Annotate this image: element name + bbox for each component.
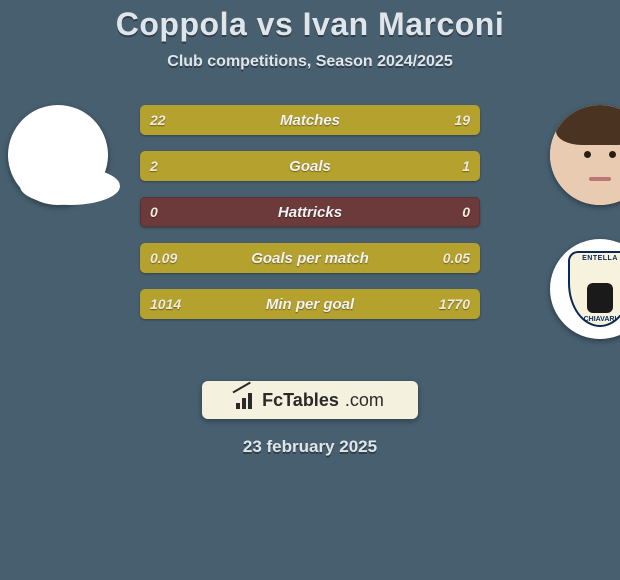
stat-value-p2: 1 xyxy=(462,151,470,181)
date-line: 23 february 2025 xyxy=(0,437,620,457)
badge-bottom-text: CHIAVARI xyxy=(550,316,620,323)
stat-label: Goals xyxy=(140,151,480,181)
subtitle: Club competitions, Season 2024/2025 xyxy=(0,53,620,71)
stat-row: Goals2 1 xyxy=(140,151,480,181)
stat-row: Hattricks0 0 xyxy=(140,197,480,227)
stat-value-p2: 0 xyxy=(462,197,470,227)
stat-value-p2: 1770 xyxy=(439,289,470,319)
stat-row: Goals per match0.09 0.05 xyxy=(140,243,480,273)
stat-label: Min per goal xyxy=(140,289,480,319)
stat-value-p1: 0 xyxy=(150,197,158,227)
badge-top-text: ENTELLA xyxy=(550,255,620,262)
stat-row: Min per goal1014 1770 xyxy=(140,289,480,319)
player1-club-badge xyxy=(20,157,120,217)
player1-club-placeholder xyxy=(20,167,120,205)
stat-bars: Matches22 19 Goals2 1 Hattricks0 0 Goals per m… xyxy=(140,105,480,335)
stat-label: Goals per match xyxy=(140,243,480,273)
banner-suffix: .com xyxy=(345,390,384,411)
stat-row: Matches22 19 xyxy=(140,105,480,135)
stat-value-p1: 2 xyxy=(150,151,158,181)
stat-value-p2: 0.05 xyxy=(443,243,470,273)
page-title: Coppola vs Ivan Marconi xyxy=(0,6,620,43)
stat-label: Matches xyxy=(140,105,480,135)
player2-avatar xyxy=(550,105,620,205)
stat-value-p1: 22 xyxy=(150,105,166,135)
bar-chart-icon xyxy=(236,391,256,409)
stat-value-p1: 0.09 xyxy=(150,243,177,273)
banner-brand: FcTables xyxy=(262,390,339,411)
badge-figure-icon xyxy=(587,283,613,313)
player2-club-badge: ENTELLA CHIAVARI xyxy=(550,239,620,339)
stat-value-p2: 19 xyxy=(454,105,470,135)
stat-value-p1: 1014 xyxy=(150,289,181,319)
player2-mouth xyxy=(589,177,611,181)
site-banner[interactable]: FcTables .com xyxy=(202,381,418,419)
stat-label: Hattricks xyxy=(140,197,480,227)
player2-hair xyxy=(556,105,620,145)
comparison-infographic: Coppola vs Ivan Marconi Club competition… xyxy=(0,0,620,457)
comparison-area: ENTELLA CHIAVARI Matches22 19 Goals2 1 Hattr… xyxy=(0,105,620,365)
